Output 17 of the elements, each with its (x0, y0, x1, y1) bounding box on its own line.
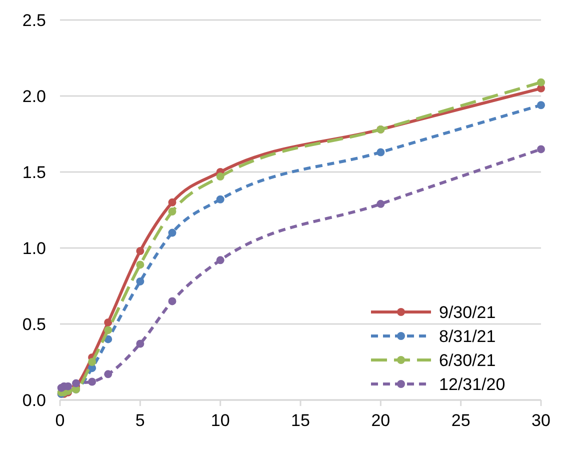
legend-label: 6/30/21 (439, 351, 496, 370)
x-tick-label: 0 (55, 411, 65, 430)
x-tick-label: 15 (291, 411, 310, 430)
legend-label: 12/31/20 (439, 375, 506, 394)
x-tick-label: 25 (451, 411, 470, 430)
y-tick-label: 2.0 (22, 87, 46, 106)
y-tick-label: 1.0 (22, 239, 46, 258)
y-tick-label: 0.5 (22, 315, 46, 334)
legend-label: 8/31/21 (439, 327, 496, 346)
x-tick-label: 30 (532, 411, 550, 430)
legend-label: 9/30/21 (439, 303, 496, 322)
y-tick-label: 1.5 (22, 163, 46, 182)
y-tick-label: 2.5 (22, 11, 46, 30)
x-tick-label: 20 (371, 411, 390, 430)
x-tick-label: 5 (135, 411, 145, 430)
y-tick-label: 0.0 (22, 391, 46, 410)
x-tick-label: 10 (210, 411, 230, 430)
